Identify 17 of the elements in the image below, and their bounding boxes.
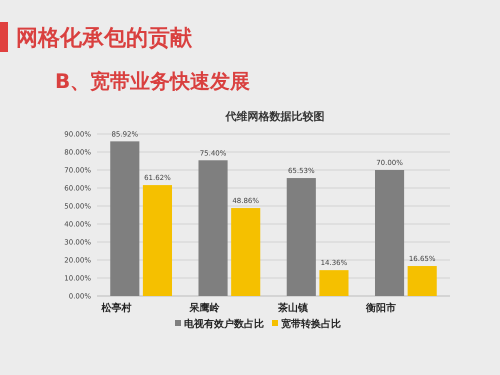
- x-tick-label: 衡阳市: [365, 302, 396, 314]
- bar: [231, 208, 260, 296]
- bar: [286, 178, 316, 296]
- chart-title: 代维网格数据比较图: [224, 110, 324, 123]
- x-tick-label: 呆鹰岭: [188, 302, 221, 314]
- text: 网格化承包的贡献: [16, 26, 193, 51]
- x-tick-label: 茶山镇: [276, 302, 308, 314]
- legend-label: 宽带转换占比: [281, 318, 341, 330]
- bar: [198, 160, 228, 296]
- bar: [110, 141, 140, 296]
- bar: [319, 270, 349, 296]
- bar: [142, 185, 172, 296]
- bar: [374, 170, 404, 296]
- bar: [408, 266, 437, 296]
- x-tick-label: 松亭村: [100, 302, 132, 314]
- text: B、宽带业务快速发展: [55, 69, 250, 93]
- legend-label: 电视有效户数占比: [184, 318, 264, 330]
